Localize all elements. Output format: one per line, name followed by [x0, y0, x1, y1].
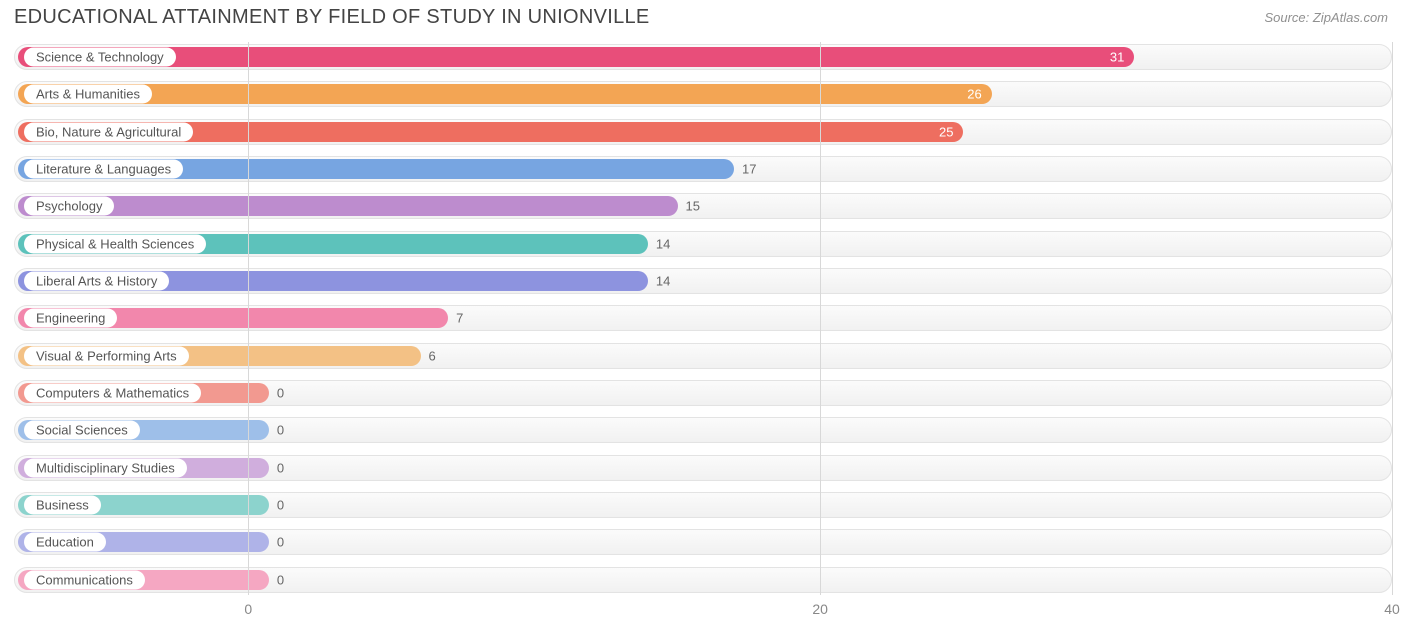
bar-value: 15 — [686, 199, 700, 214]
bar-row: Visual & Performing Arts 6 — [14, 341, 1392, 371]
chart-header: EDUCATIONAL ATTAINMENT BY FIELD OF STUDY… — [0, 0, 1406, 33]
bar-row: Communications 0 — [14, 565, 1392, 595]
bar-label-pill: Arts & Humanities — [24, 85, 152, 104]
bar-value: 0 — [277, 460, 284, 475]
bar-row: Engineering 7 — [14, 303, 1392, 333]
bars-container: Science & Technology 31 Arts & Humanities 2… — [14, 42, 1392, 595]
bar-label-pill: Liberal Arts & History — [24, 272, 169, 291]
bar-label-pill: Physical & Health Sciences — [24, 234, 206, 253]
bar-row: Physical & Health Sciences 14 — [14, 229, 1392, 259]
bar-row: Science & Technology 31 — [14, 42, 1392, 72]
bar-value: 31 — [1110, 50, 1124, 65]
chart-plot-area: Science & Technology 31 Arts & Humanities 2… — [14, 42, 1392, 595]
bar-row: Bio, Nature & Agricultural 25 — [14, 117, 1392, 147]
bar-label-pill: Literature & Languages — [24, 160, 183, 179]
bar-label-pill: Multidisciplinary Studies — [24, 458, 187, 477]
bar-value: 26 — [967, 87, 981, 102]
bar-value: 0 — [277, 535, 284, 550]
bar-value: 17 — [742, 162, 756, 177]
gridline — [820, 42, 821, 595]
bar-fill — [18, 196, 678, 216]
bar-row: Liberal Arts & History 14 — [14, 266, 1392, 296]
bar-value: 14 — [656, 236, 670, 251]
bar-row: Psychology 15 — [14, 191, 1392, 221]
bar-value: 0 — [277, 572, 284, 587]
bar-value: 0 — [277, 498, 284, 513]
bar-value: 6 — [429, 348, 436, 363]
bar-row: Literature & Languages 17 — [14, 154, 1392, 184]
gridline — [1392, 42, 1393, 595]
bar-fill — [18, 47, 1134, 67]
x-tick-label: 20 — [812, 601, 828, 617]
bar-label-pill: Engineering — [24, 309, 117, 328]
bar-value: 0 — [277, 386, 284, 401]
bar-fill — [18, 84, 992, 104]
bar-row: Business 0 — [14, 490, 1392, 520]
bar-value: 14 — [656, 274, 670, 289]
bar-label-pill: Visual & Performing Arts — [24, 346, 189, 365]
bar-label-pill: Computers & Mathematics — [24, 384, 201, 403]
bar-label-pill: Psychology — [24, 197, 114, 216]
x-tick-label: 40 — [1384, 601, 1400, 617]
gridline — [248, 42, 249, 595]
bar-row: Education 0 — [14, 527, 1392, 557]
bar-value: 0 — [277, 423, 284, 438]
bar-label-pill: Communications — [24, 570, 145, 589]
bar-row: Arts & Humanities 26 — [14, 79, 1392, 109]
bar-value: 25 — [939, 124, 953, 139]
bar-label-pill: Bio, Nature & Agricultural — [24, 122, 193, 141]
chart-source: Source: ZipAtlas.com — [1264, 10, 1388, 25]
bar-value: 7 — [456, 311, 463, 326]
chart-title: EDUCATIONAL ATTAINMENT BY FIELD OF STUDY… — [14, 6, 650, 29]
bar-label-pill: Science & Technology — [24, 48, 176, 67]
bar-row: Social Sciences 0 — [14, 415, 1392, 445]
bar-row: Multidisciplinary Studies 0 — [14, 453, 1392, 483]
bar-label-pill: Education — [24, 533, 106, 552]
bar-row: Computers & Mathematics 0 — [14, 378, 1392, 408]
x-axis: 02040 — [14, 595, 1392, 631]
bar-label-pill: Social Sciences — [24, 421, 140, 440]
bar-label-pill: Business — [24, 496, 101, 515]
x-tick-label: 0 — [244, 601, 252, 617]
